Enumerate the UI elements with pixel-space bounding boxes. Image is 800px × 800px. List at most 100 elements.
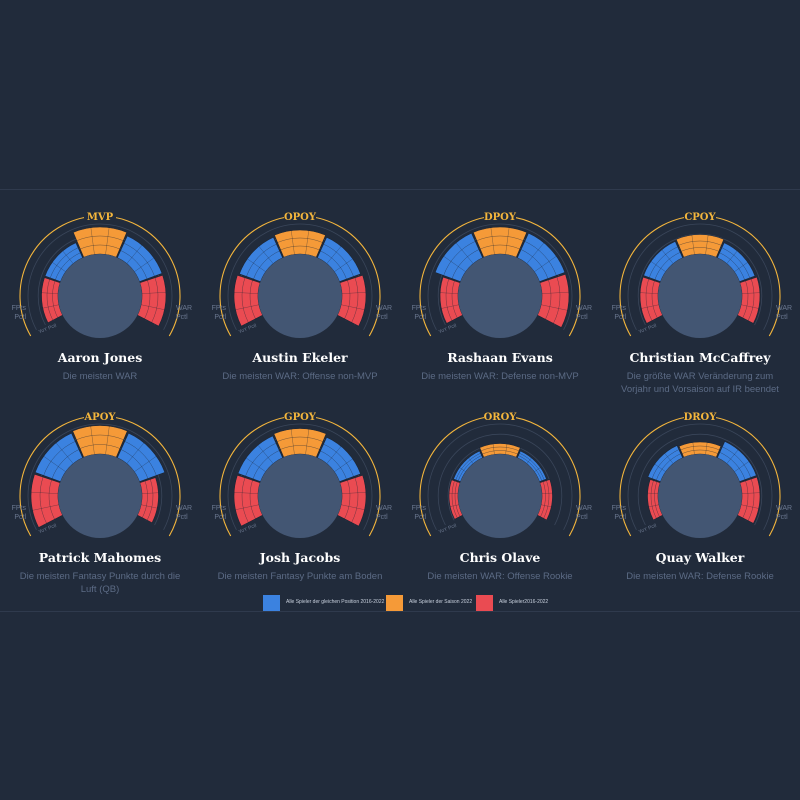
grid-ring (227, 223, 373, 330)
award-card: DPOY FPts Pctl WAR Pctl YoY Pctl Rashaan Evans… (400, 198, 600, 398)
segment-band (654, 481, 660, 517)
segment-divider (490, 227, 495, 255)
segment-band (351, 277, 359, 323)
player-description: Die meisten Fantasy Punkte am Boden (217, 571, 383, 582)
segment-divider (691, 235, 695, 255)
segment-season (472, 226, 528, 258)
segment-season (274, 229, 326, 258)
segment-band (476, 235, 524, 241)
segment-divider (459, 467, 466, 472)
axis-label-fpts: FPts Pctl (612, 305, 627, 321)
segment-divider (62, 250, 74, 264)
axis-label-yoy: YoY Pctl (438, 523, 458, 536)
axis-label-fpts: FPts Pctl (212, 305, 227, 321)
grid-ring (27, 423, 173, 530)
radial-chart: DPOY FPts Pctl WAR Pctl YoY Pctl (412, 210, 592, 338)
segment-divider (32, 504, 59, 511)
center-disc (658, 454, 742, 538)
segment-band (445, 278, 453, 321)
player-description: Die meisten WAR: Defense non-MVP (421, 371, 579, 382)
award-label-gap (684, 210, 716, 222)
player-name: Aaron Jones (57, 350, 143, 365)
segment-divider (726, 250, 738, 264)
segment-band (742, 480, 749, 519)
segment-band (654, 252, 681, 280)
award-label-gap (84, 210, 116, 222)
award-card: OPOY FPts Pctl WAR Pctl YoY Pctl Austin Ekeler… (200, 198, 400, 398)
legend-label-season: Alle Spieler der Saison 2022 (409, 599, 473, 605)
segment-divider (326, 246, 342, 264)
axis-label-fpts: FPts Pctl (212, 505, 227, 521)
axis-label-war: WAR Pctl (576, 305, 592, 321)
legend-swatch-all (476, 595, 493, 611)
axis-label-war: WAR Pctl (776, 305, 792, 321)
segment-divider (440, 292, 459, 294)
segment-divider (650, 261, 666, 272)
segment-divider (341, 504, 365, 510)
segment-band (651, 280, 658, 319)
grid-ring (637, 433, 763, 526)
segment-divider (334, 258, 353, 272)
segment-band (144, 280, 151, 319)
segment-divider (468, 457, 474, 464)
player-description: Die größte WAR Veränderung zum Vorjahr u… (621, 371, 779, 395)
grid-ring (627, 423, 773, 530)
segment-divider (534, 467, 541, 472)
segment-band (678, 240, 722, 246)
award-label-gap (684, 410, 716, 422)
segment-band (52, 280, 58, 318)
segment-divider (341, 292, 366, 294)
segment-band (722, 446, 751, 478)
segment-divider (705, 235, 709, 255)
segment-band (482, 450, 518, 455)
center-disc (458, 454, 542, 538)
segment-divider (126, 442, 145, 464)
axis-label-yoy: YoY Pctl (38, 323, 58, 336)
segment-band (649, 246, 678, 278)
player-description: Die meisten Fantasy Punkte durch die Luf… (19, 571, 181, 595)
segment-season (273, 428, 327, 458)
award-label-gap (284, 210, 316, 222)
player-name: Patrick Mahomes (38, 550, 162, 565)
segment-divider (661, 249, 674, 264)
segment-divider (234, 292, 259, 294)
segment-divider (443, 256, 466, 272)
segment-band (645, 278, 653, 321)
segment-divider (126, 244, 143, 264)
segment-band (543, 480, 550, 519)
legend-swatch-position (263, 595, 280, 611)
segment-divider (234, 492, 259, 494)
segment-band (142, 480, 148, 518)
segment-divider (134, 456, 157, 472)
player-name: Josh Jacobs (259, 550, 341, 565)
segment-band (540, 481, 546, 517)
segment-band (742, 280, 749, 319)
segment-band (245, 442, 277, 477)
segment-divider (664, 453, 674, 464)
grid-ring (427, 423, 573, 530)
segment-band (480, 446, 520, 452)
segment-band (241, 477, 249, 523)
segment-divider (141, 304, 165, 310)
grid-ring (227, 423, 373, 530)
segment-band (682, 449, 718, 454)
segment-divider (245, 457, 266, 472)
segment-band (681, 247, 719, 252)
segment-divider (505, 227, 510, 255)
segment-divider (291, 230, 295, 255)
player-name: Austin Ekeler (252, 350, 348, 365)
segment-band (280, 445, 320, 450)
segment-divider (541, 504, 552, 508)
segment-band (249, 480, 256, 519)
segment-season (72, 425, 128, 458)
center-disc (58, 454, 142, 538)
segment-band (518, 455, 543, 481)
segment-divider (326, 446, 342, 464)
axis-label-war: WAR Pctl (176, 505, 192, 521)
segment-band (252, 450, 280, 479)
segment-band (351, 477, 359, 523)
segment-band (553, 276, 561, 324)
segment-all (30, 473, 64, 528)
segment-divider (449, 492, 459, 494)
segment-divider (705, 442, 708, 455)
